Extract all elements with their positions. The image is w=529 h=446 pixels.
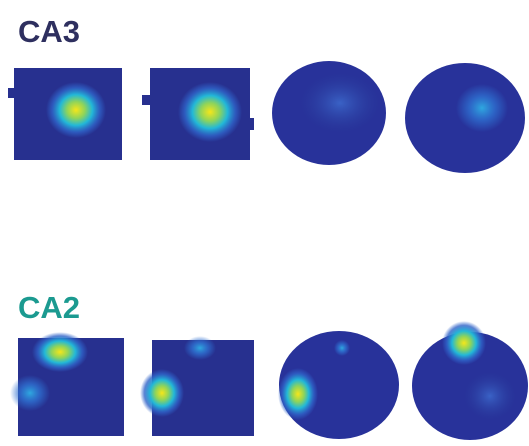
place-field bbox=[32, 332, 88, 372]
place-field bbox=[278, 368, 318, 420]
place-field bbox=[442, 321, 486, 365]
place-field bbox=[456, 84, 508, 132]
place-field bbox=[334, 340, 350, 356]
map-edge bbox=[8, 88, 16, 98]
map-edge bbox=[246, 118, 254, 130]
panel-label: CA2 bbox=[18, 290, 80, 325]
panel-label: CA3 bbox=[18, 14, 80, 49]
map-edge bbox=[142, 95, 152, 105]
place-field bbox=[464, 372, 516, 420]
place-field bbox=[184, 336, 216, 360]
place-field bbox=[300, 73, 380, 133]
place-field bbox=[10, 375, 50, 411]
ca3-maps bbox=[8, 61, 525, 173]
ca2-maps bbox=[10, 321, 528, 440]
place-field bbox=[46, 82, 106, 138]
place-field bbox=[140, 369, 184, 417]
place-field bbox=[178, 82, 242, 142]
